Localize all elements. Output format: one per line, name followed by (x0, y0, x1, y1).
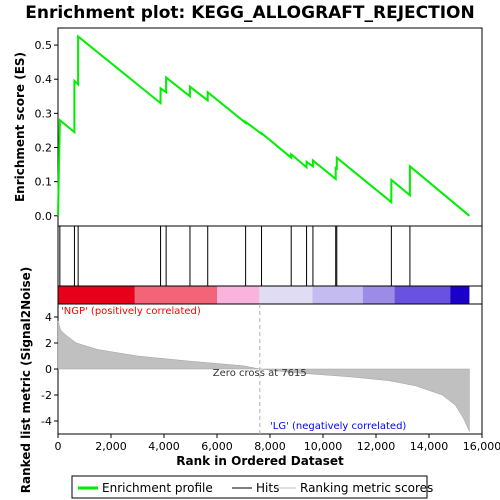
es-tick-label: 0.5 (35, 39, 53, 52)
metric-panel: 'NGP' (positively correlated) Zero cross… (41, 303, 483, 435)
x-tick-label: 14,000 (410, 440, 449, 453)
negative-correlation-label: 'LG' (negatively correlated) (270, 421, 406, 432)
heatmap-segment (217, 286, 260, 304)
metric-axis: 4 2 0 -2 -4 (41, 311, 58, 428)
zero-cross-label: Zero cross at 7615 (213, 368, 307, 379)
metric-tick-label: -4 (41, 415, 52, 428)
heatmap-segment (134, 286, 217, 304)
legend-hits-label: Hits (256, 481, 279, 495)
heatmap-segment (58, 286, 135, 304)
x-tick-label: 16,000 (463, 440, 500, 453)
es-tick-label: 0.2 (35, 141, 53, 154)
hits (59, 226, 411, 286)
es-tick-label: 0.1 (35, 176, 53, 189)
metric-tick-label: 2 (45, 337, 52, 350)
hits-panel (57, 225, 483, 287)
x-axis: 0 2,000 4,000 6,000 8,000 10,000 12,000 14,000 1… (55, 434, 500, 453)
hits-panel-frame (57, 225, 483, 287)
heatmap-segment (312, 286, 363, 304)
es-axis: 0.0 0.1 0.2 0.3 0.4 0.5 (35, 39, 58, 223)
x-axis-label: Rank in Ordered Dataset (176, 454, 344, 468)
es-panel-frame (57, 27, 483, 227)
x-tick-label: 10,000 (304, 440, 343, 453)
metric-tick-label: -2 (41, 389, 52, 402)
x-tick-label: 12,000 (357, 440, 396, 453)
x-tick-label: 8,000 (254, 440, 286, 453)
heatmap-segment (362, 286, 395, 304)
legend-metric-label: Ranking metric scores (300, 481, 433, 495)
metric-tick-label: 0 (45, 363, 52, 376)
enrichment-profile-line (57, 34, 471, 217)
legend-box (71, 475, 428, 499)
ranking-heatmap-bar (57, 285, 483, 305)
positive-correlation-label: 'NGP' (positively correlated) (61, 306, 201, 317)
heatmap-segment (450, 286, 470, 304)
x-tick-label: 2,000 (95, 440, 127, 453)
es-tick-label: 0.4 (35, 73, 53, 86)
es-tick-label: 0.0 (35, 210, 53, 223)
legend: Enrichment profile Hits Ranking metric s… (71, 475, 433, 499)
es-axis-label: Enrichment score (ES) (13, 52, 27, 202)
x-tick-label: 6,000 (201, 440, 233, 453)
es-tick-label: 0.3 (35, 107, 53, 120)
metric-tick-label: 4 (45, 311, 52, 324)
es-panel: 0.0 0.1 0.2 0.3 0.4 0.5 (35, 27, 483, 227)
legend-enrichment-label: Enrichment profile (102, 481, 213, 495)
x-tick-label: 0 (55, 440, 62, 453)
metric-axis-label: Ranked list metric (Signal2Noise) (19, 267, 33, 494)
x-tick-label: 4,000 (148, 440, 180, 453)
chart-title: Enrichment plot: KEGG_ALLOGRAFT_REJECTIO… (25, 3, 475, 23)
heatmap-segment (259, 286, 313, 304)
heatmap-segment (394, 286, 451, 304)
ranking-metric-area (57, 320, 470, 432)
